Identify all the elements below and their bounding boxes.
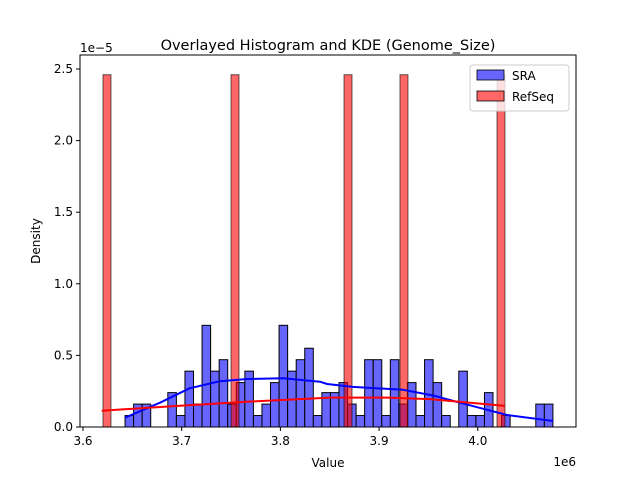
sra-kde-line bbox=[124, 377, 554, 422]
sra-bar bbox=[175, 415, 186, 428]
y-axis-label: Density bbox=[29, 218, 43, 264]
sra-bar bbox=[432, 382, 443, 428]
sra-bar bbox=[252, 415, 263, 428]
x-tick-label: 3.6 bbox=[73, 434, 92, 448]
sra-bar bbox=[543, 403, 554, 428]
legend: SRA RefSeq bbox=[469, 64, 570, 112]
x-offset-label: 1e6 bbox=[553, 455, 576, 469]
sra-bar bbox=[535, 403, 545, 428]
refseq-bar bbox=[399, 74, 409, 428]
sra-bar bbox=[193, 403, 203, 428]
x-tick-label: 4.0 bbox=[468, 434, 487, 448]
sra-bar bbox=[466, 415, 477, 428]
sra-bar bbox=[261, 403, 272, 428]
refseq-bar bbox=[343, 74, 353, 428]
sra-bar bbox=[381, 415, 391, 428]
y-tick-label: 2.5 bbox=[54, 62, 73, 76]
y-tick-label: 1.5 bbox=[54, 205, 73, 219]
kde-lines bbox=[101, 377, 554, 422]
sra-bar bbox=[312, 415, 323, 428]
sra-bar bbox=[355, 415, 366, 428]
sra-bar bbox=[201, 324, 212, 428]
y-tick-label: 0.0 bbox=[54, 420, 73, 434]
legend-swatch-sra bbox=[476, 69, 505, 81]
sra-bar bbox=[441, 415, 451, 428]
chart-title: Overlayed Histogram and KDE (Genome_Size… bbox=[161, 38, 496, 54]
refseq-bar bbox=[102, 74, 112, 428]
sra-bar bbox=[372, 359, 383, 428]
sra-bar bbox=[304, 347, 314, 428]
y-offset-label: 1e−5 bbox=[80, 41, 113, 55]
x-axis-ticks: 3.6 3.7 3.8 3.9 4.0 bbox=[73, 427, 487, 448]
sra-bar bbox=[218, 359, 229, 428]
y-tick-label: 1.0 bbox=[54, 277, 73, 291]
legend-label-refseq: RefSeq bbox=[512, 90, 554, 104]
y-tick-label: 0.5 bbox=[54, 348, 73, 362]
refseq-kde-line bbox=[101, 396, 505, 412]
x-tick-label: 3.8 bbox=[271, 434, 290, 448]
sra-bar bbox=[278, 324, 289, 428]
legend-label-sra: SRA bbox=[512, 69, 536, 83]
legend-swatch-refseq bbox=[476, 90, 505, 102]
sra-bar bbox=[458, 370, 468, 428]
y-axis-ticks: 0.0 0.5 1.0 1.5 2.0 2.5 bbox=[54, 62, 80, 434]
sra-bar bbox=[184, 370, 195, 428]
sra-bar bbox=[406, 382, 417, 428]
sra-bar bbox=[270, 382, 280, 428]
x-axis-label: Value bbox=[312, 456, 345, 470]
sra-bar bbox=[295, 359, 306, 428]
sra-bar bbox=[364, 359, 374, 428]
x-tick-label: 3.7 bbox=[172, 434, 191, 448]
refseq-bar bbox=[496, 74, 506, 428]
axes-frame bbox=[79, 54, 577, 428]
sra-bar bbox=[389, 359, 400, 428]
y-tick-label: 2.0 bbox=[54, 134, 73, 148]
sra-bar bbox=[210, 370, 220, 428]
sra-bar bbox=[475, 415, 485, 428]
refseq-bar bbox=[230, 74, 240, 428]
sra-bar bbox=[415, 415, 426, 428]
x-tick-label: 3.9 bbox=[370, 434, 389, 448]
